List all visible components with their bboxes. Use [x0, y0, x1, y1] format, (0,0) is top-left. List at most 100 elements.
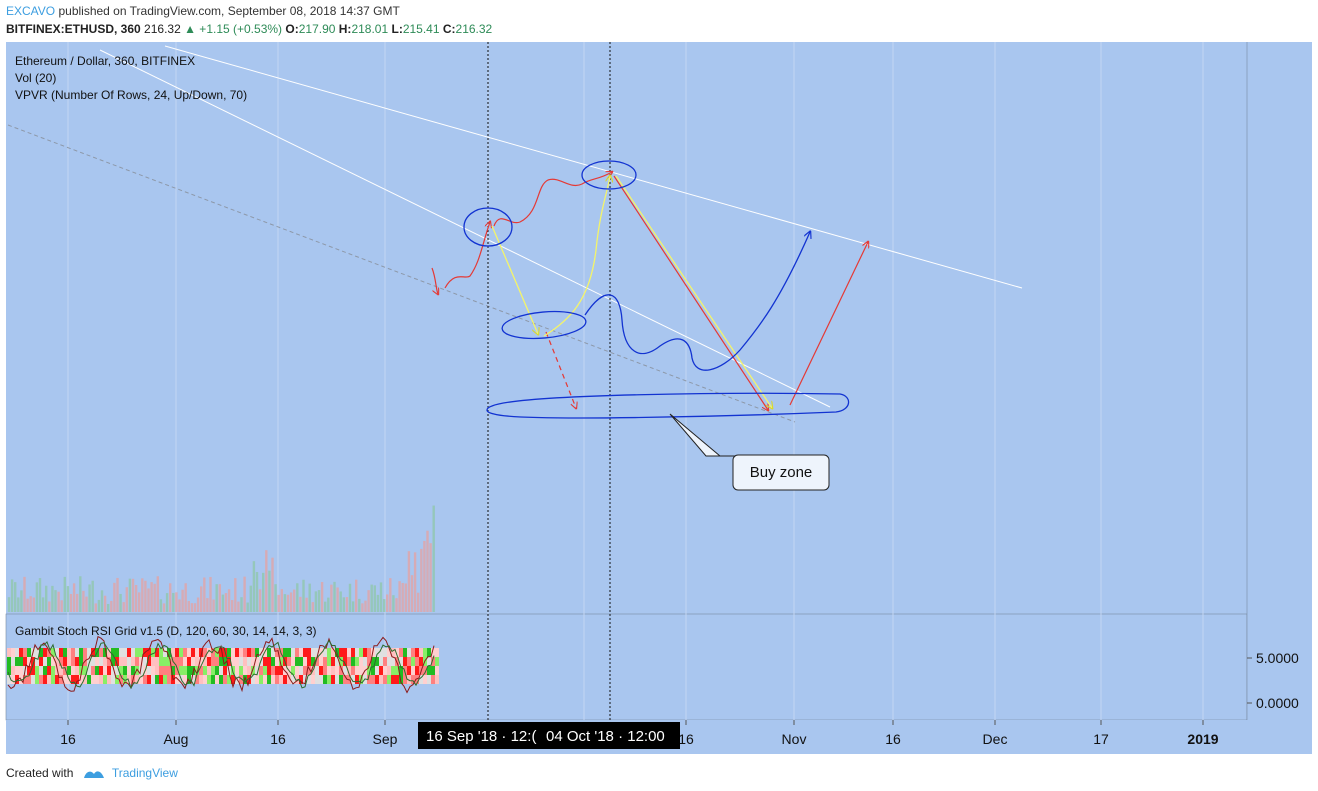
grid-cell: [271, 648, 275, 657]
grid-cell: [139, 666, 143, 675]
grid-cell: [247, 657, 251, 666]
grid-cell: [351, 675, 355, 684]
volume-bar: [277, 594, 280, 612]
volume-bar: [379, 582, 383, 612]
volume-bar: [100, 590, 104, 612]
volume-bar: [240, 597, 243, 612]
grid-cell: [339, 666, 343, 675]
grid-cell: [279, 675, 283, 684]
trendlines[interactable]: [7, 45, 1023, 423]
volume-bar: [184, 583, 187, 612]
grid-cell: [227, 675, 231, 684]
volume-bar: [165, 593, 169, 612]
red-bounce-arrow: [444, 222, 490, 289]
grid-cell: [287, 657, 291, 666]
grid-cell: [171, 666, 175, 675]
grid-cell: [27, 648, 31, 657]
grid-cell: [79, 666, 83, 675]
grid-cell: [27, 666, 31, 675]
grid-cell: [259, 675, 263, 684]
grid-cell: [183, 657, 187, 666]
volume-bar: [361, 603, 364, 612]
grid-cell: [107, 675, 111, 684]
grid-cell: [391, 666, 395, 675]
grid-cell: [355, 675, 359, 684]
grid-cell: [319, 666, 323, 675]
grid-cell: [139, 648, 143, 657]
grid-cell: [403, 657, 407, 666]
grid-cell: [191, 648, 195, 657]
grid-cell: [123, 666, 127, 675]
grid-cell: [75, 648, 79, 657]
volume-bar: [243, 576, 246, 612]
grid-cell: [155, 648, 159, 657]
red-fall-arrow: [613, 175, 768, 410]
volume-bar: [203, 577, 206, 612]
time-tick-label: Nov: [782, 731, 807, 747]
grid-cell: [99, 648, 103, 657]
grid-cell: [107, 657, 111, 666]
grid-cell: [211, 666, 215, 675]
grid-cell: [327, 657, 331, 666]
buy-zone-callout[interactable]: Buy zone: [669, 413, 830, 491]
grid-cell: [299, 657, 303, 666]
grid-cell: [291, 648, 295, 657]
grid-cell: [423, 648, 427, 657]
volume-bar: [330, 584, 333, 612]
volume-bar: [317, 590, 321, 612]
grid-cell: [323, 657, 327, 666]
grid-cell: [331, 666, 335, 675]
grid-cell: [271, 666, 275, 675]
grid-cell: [99, 657, 103, 666]
dashed-support-line: [7, 124, 796, 423]
grid-cell: [87, 675, 91, 684]
grid-cell: [111, 657, 115, 666]
grid-cell: [307, 666, 311, 675]
price-axis[interactable]: [1247, 42, 1312, 720]
author-name[interactable]: EXCAVO: [6, 4, 56, 18]
grid-cell: [283, 675, 287, 684]
volume-bar: [311, 602, 314, 612]
grid-cell: [427, 657, 431, 666]
grid-cell: [251, 675, 255, 684]
grid-cell: [67, 657, 71, 666]
blue-circle-top: [463, 207, 513, 247]
grid-cell: [23, 657, 27, 666]
grid-cell: [235, 666, 239, 675]
grid-cell: [431, 675, 435, 684]
buy-zone-ellipse: [486, 392, 850, 419]
grid-cell: [379, 648, 383, 657]
indicator-tick-label: 5.0000: [1256, 650, 1299, 666]
grid-cell: [147, 666, 151, 675]
grid-cell: [435, 657, 439, 666]
grid-cell: [95, 666, 99, 675]
grid-cell: [195, 648, 199, 657]
grid-cell: [395, 648, 399, 657]
volume-bar: [41, 597, 45, 612]
volume-bar: [88, 584, 91, 612]
grid-cell: [167, 657, 171, 666]
grid-cell: [267, 648, 271, 657]
volume-bar: [231, 600, 234, 612]
grid-cell: [43, 666, 47, 675]
grid-cell: [283, 648, 287, 657]
volume-bar: [17, 597, 20, 612]
grid-cell: [43, 657, 47, 666]
time-tick-label: Sep: [373, 731, 398, 747]
main-pane[interactable]: [6, 42, 1247, 614]
volume-bar: [79, 576, 82, 612]
grid-cell: [143, 675, 147, 684]
grid-cell: [399, 657, 403, 666]
tradingview-link[interactable]: TradingView: [111, 766, 178, 780]
grid-cell: [51, 675, 55, 684]
volume-bar: [224, 593, 228, 612]
grid-cell: [159, 675, 163, 684]
time-tick-label: 16: [678, 731, 694, 747]
grid-cell: [75, 657, 79, 666]
grid-cell: [119, 666, 123, 675]
grid-cell: [71, 675, 75, 684]
forecast-drawings[interactable]: [431, 160, 868, 419]
grid-cell: [331, 648, 335, 657]
grid-cell: [335, 657, 339, 666]
